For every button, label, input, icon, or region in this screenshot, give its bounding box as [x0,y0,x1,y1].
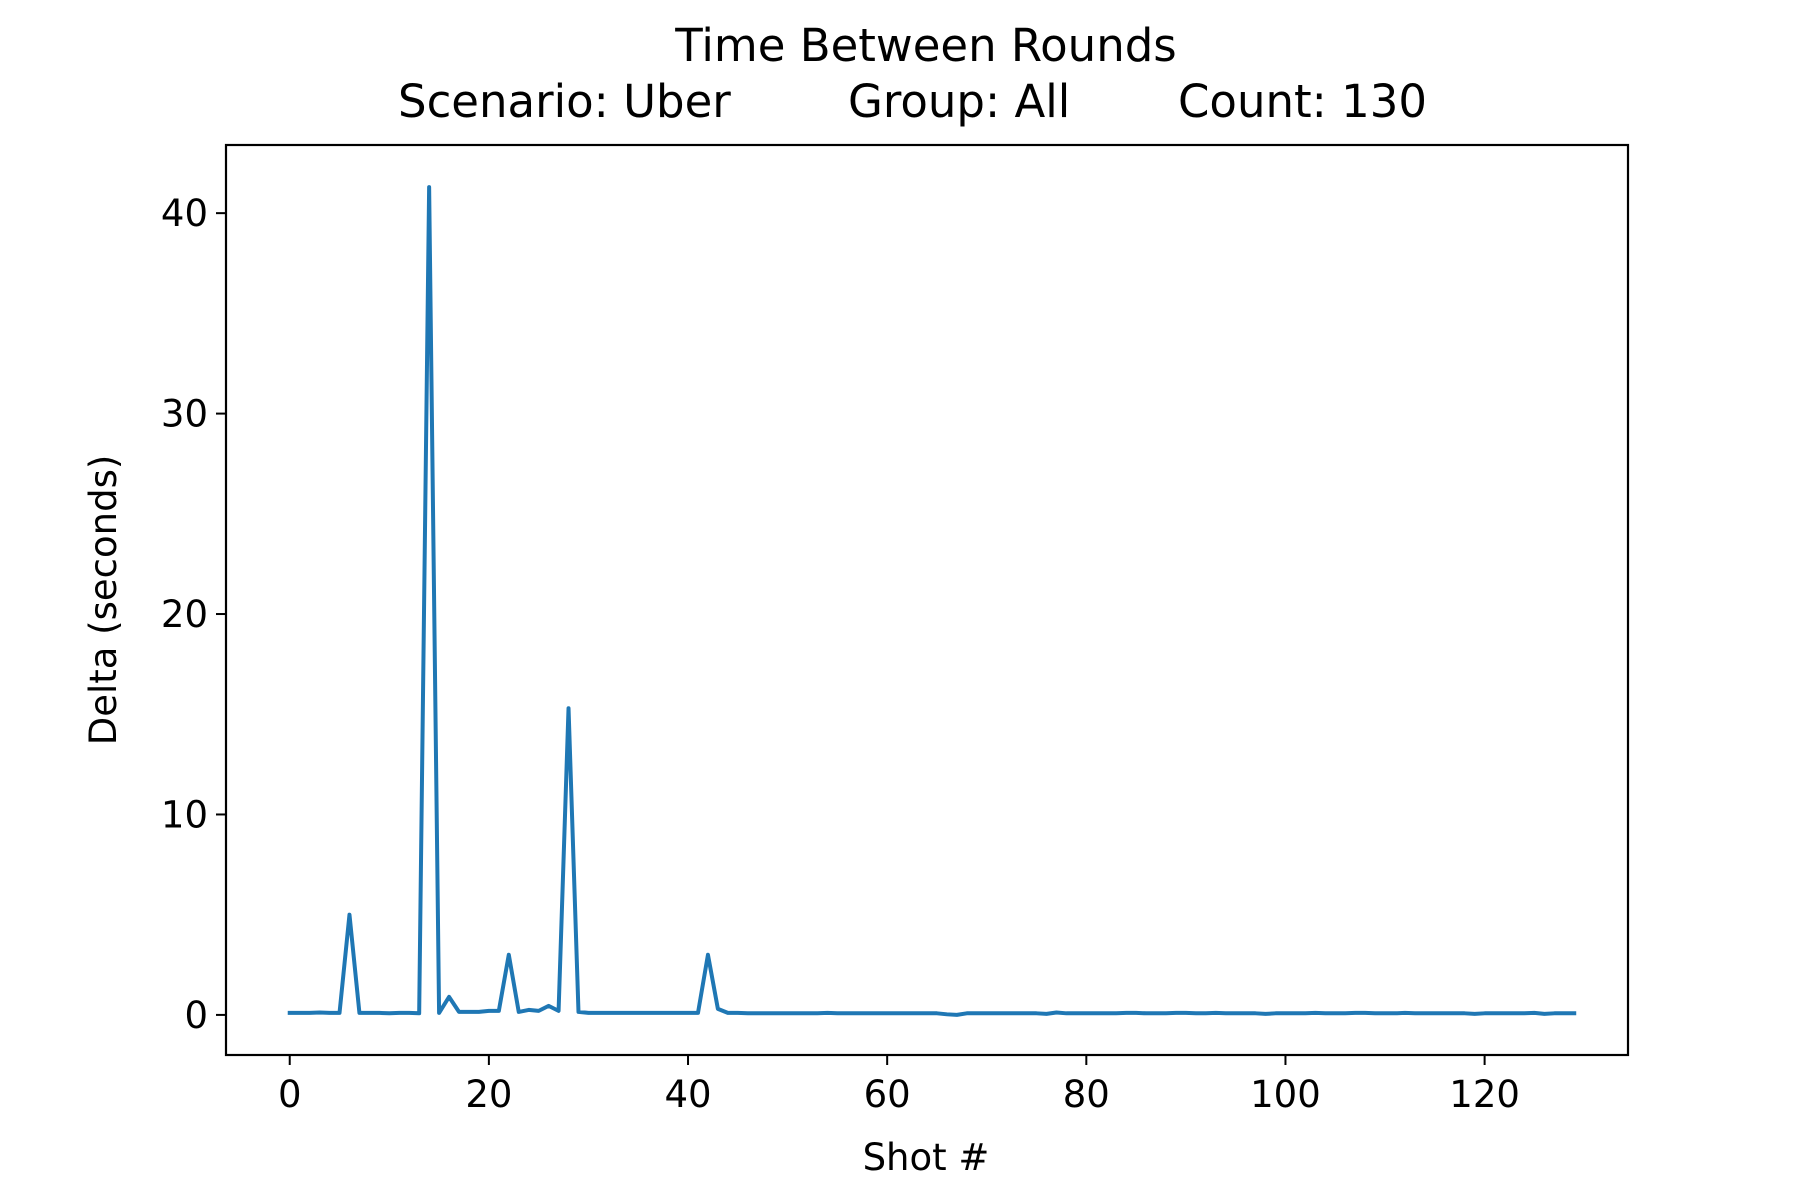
ticks-layer: 0 20 40 60 80 100 120 0 10 20 30 40 [161,192,1520,1116]
chart-title: Time Between Rounds [674,19,1176,72]
y-tick-label: 30 [161,393,208,436]
plot-frame [224,143,1630,1057]
x-axis-label: Shot # [863,1136,990,1179]
x-tick-label: 80 [1063,1073,1110,1116]
x-tick-label: 20 [465,1073,512,1116]
y-tick-label: 20 [161,593,208,636]
x-tick-label: 120 [1449,1073,1520,1116]
x-tick-label: 100 [1250,1073,1321,1116]
y-axis-label: Delta (seconds) [82,455,125,746]
series-layer [287,185,1577,1017]
x-tick-label: 60 [864,1073,911,1116]
y-tick-label: 40 [161,192,208,235]
x-tick-label: 0 [278,1073,302,1116]
y-tick-label: 10 [161,793,208,836]
x-tick-label: 40 [664,1073,711,1116]
chart-subtitle-count: Count: 130 [1178,75,1427,128]
series-line [287,185,1577,1017]
chart-subtitle-scenario: Scenario: Uber [398,75,731,128]
chart-subtitle-group: Group: All [848,75,1070,128]
y-tick-label: 0 [184,994,208,1037]
